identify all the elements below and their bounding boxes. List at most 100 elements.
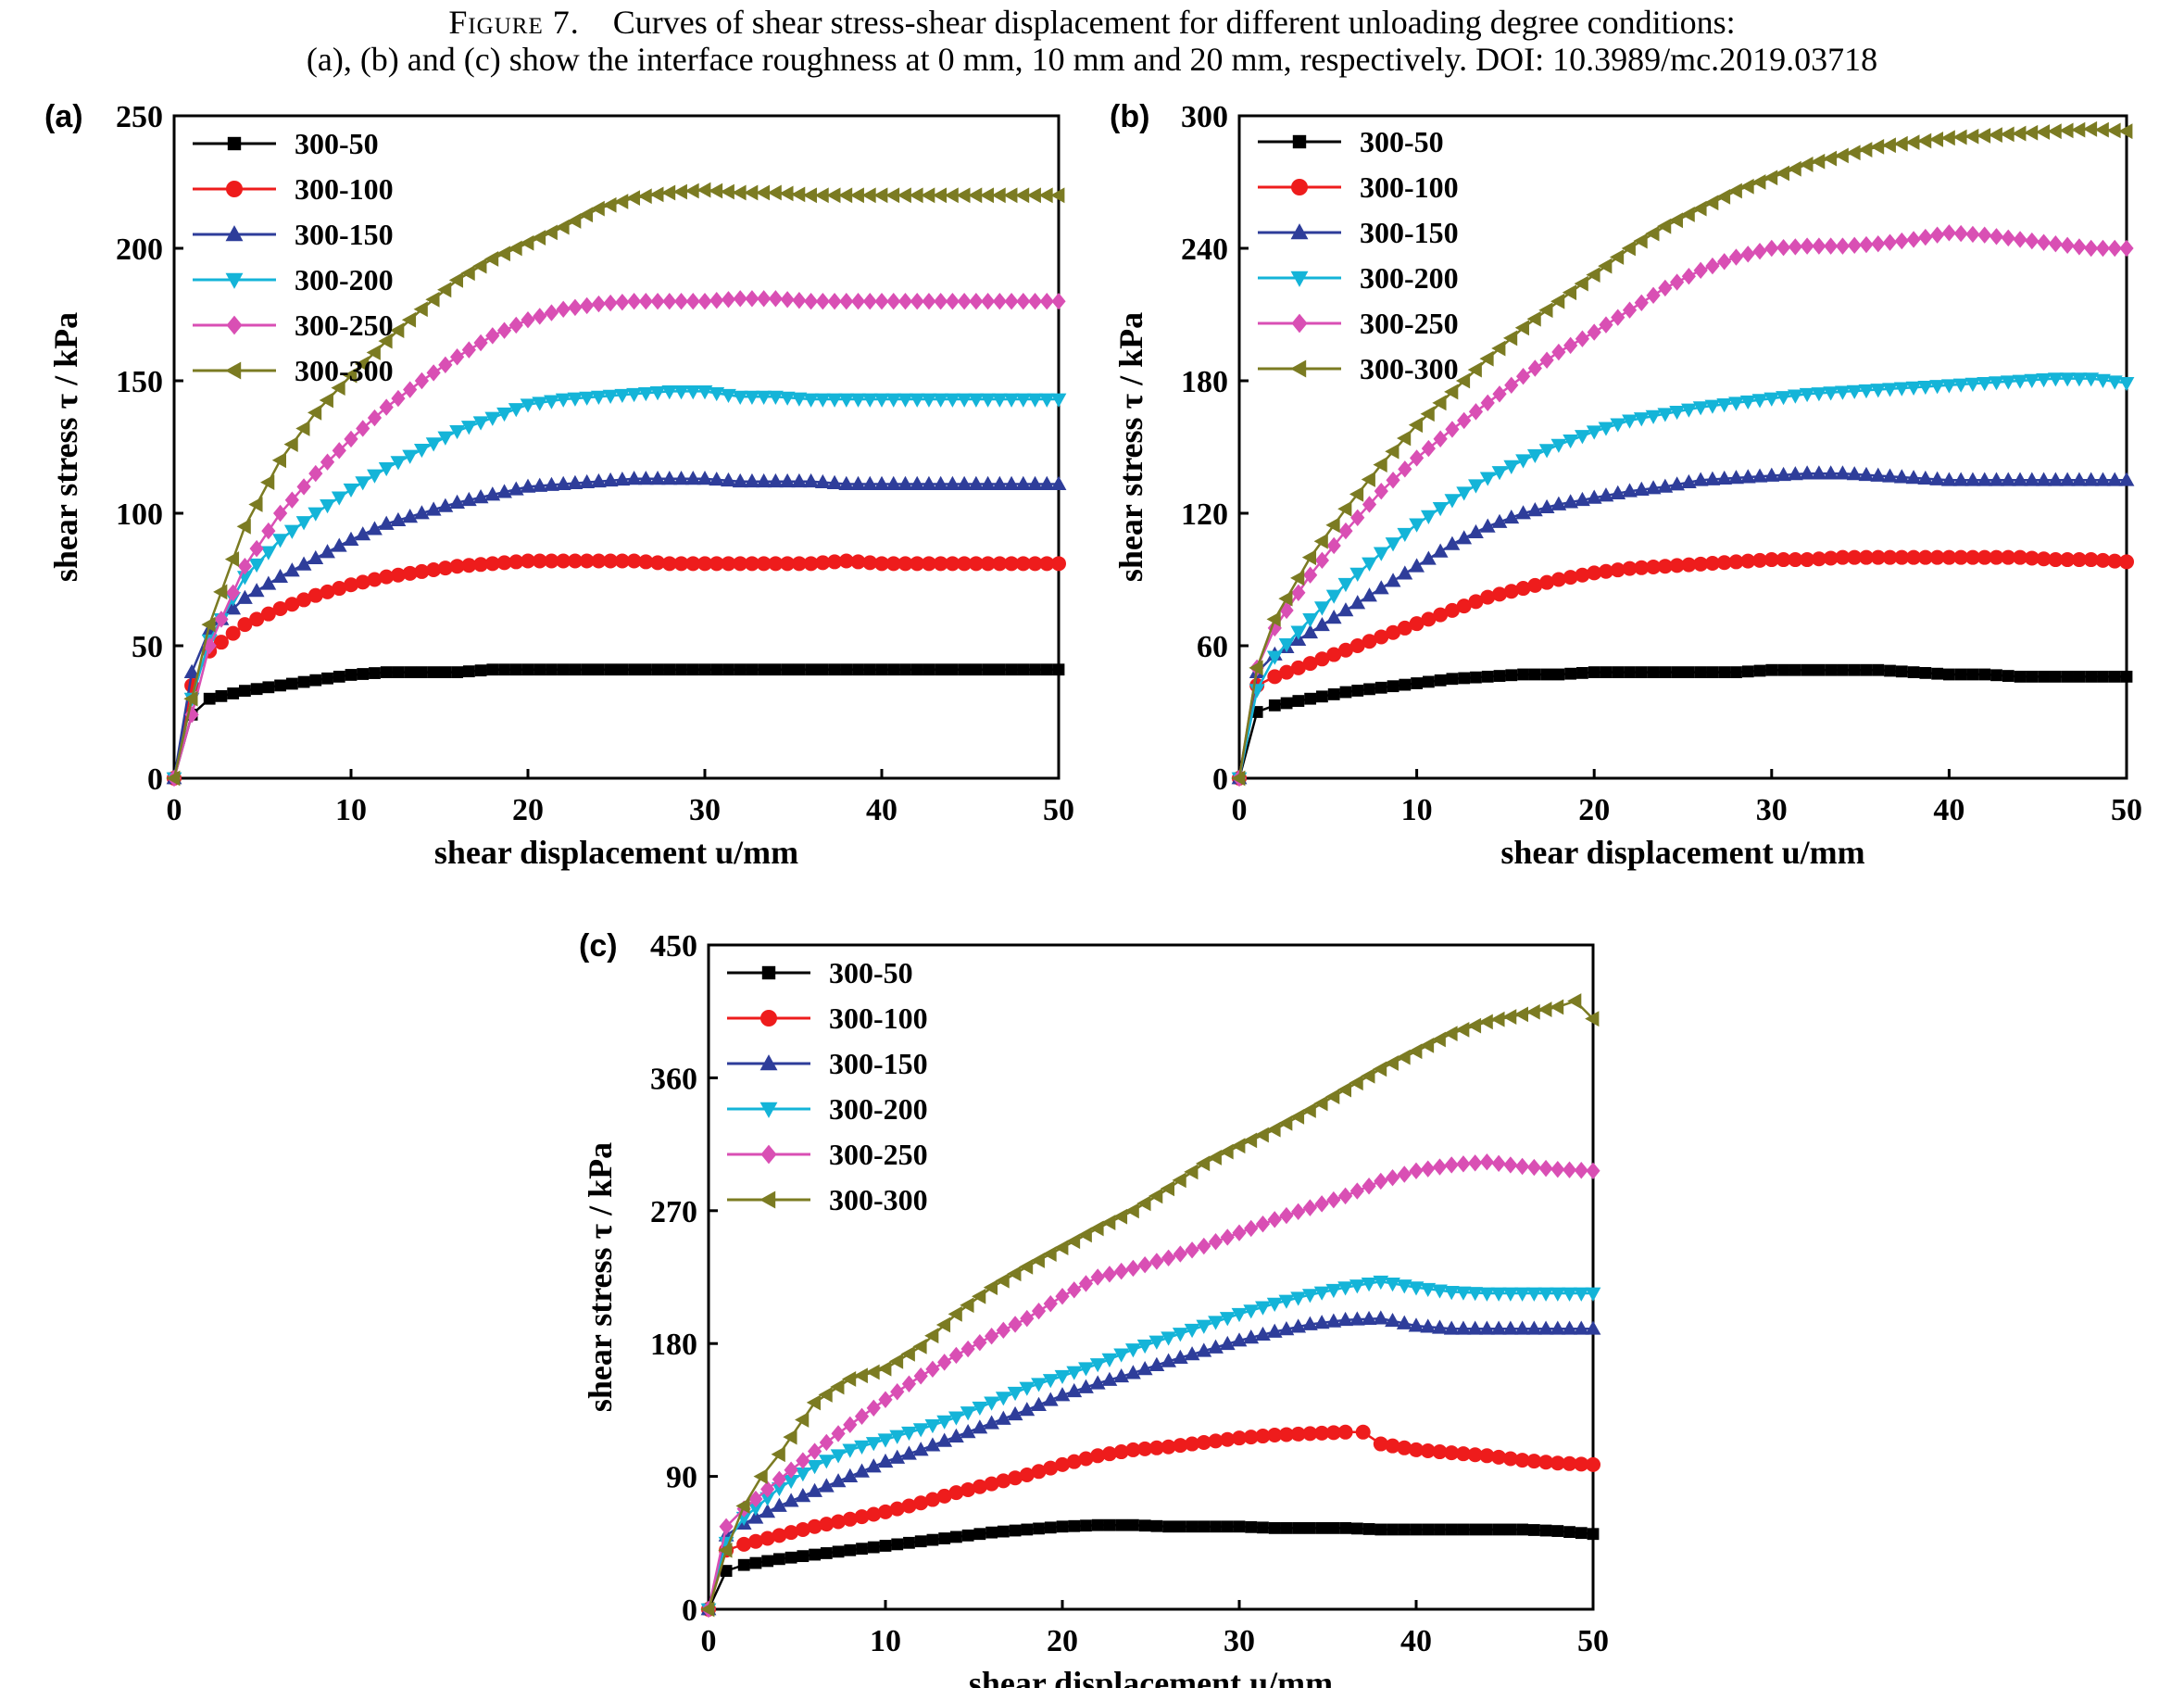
- data-point: [426, 562, 442, 578]
- data-point: [768, 390, 784, 405]
- panel-label: (c): [579, 928, 618, 964]
- data-point: [1148, 1440, 1164, 1455]
- data-point: [818, 1387, 833, 1403]
- data-point: [1257, 1521, 1269, 1534]
- data-point: [1930, 226, 1945, 244]
- data-point: [1739, 178, 1754, 195]
- data-point: [1490, 1320, 1507, 1335]
- data-point: [807, 1482, 822, 1497]
- data-point: [1502, 1009, 1517, 1025]
- data-point: [960, 1406, 976, 1421]
- data-point: [1884, 664, 1896, 677]
- data-point: [863, 663, 876, 676]
- data-point: [237, 617, 253, 633]
- data-point: [759, 1492, 776, 1506]
- data-point: [1033, 1522, 1045, 1535]
- data-point: [508, 481, 524, 496]
- data-point: [520, 478, 536, 493]
- data-point: [555, 475, 571, 490]
- data-point: [2097, 670, 2109, 683]
- data-point: [826, 187, 841, 204]
- data-point: [925, 1360, 940, 1379]
- data-point: [1764, 467, 1780, 482]
- data-point: [1150, 1519, 1163, 1532]
- data-point: [1824, 237, 1839, 255]
- data-point: [948, 1428, 964, 1442]
- data-point: [1361, 1278, 1377, 1292]
- data-point: [2014, 670, 2027, 683]
- data-point: [1538, 1287, 1554, 1302]
- data-point: [2108, 670, 2121, 683]
- data-point: [1444, 602, 1460, 618]
- data-point: [344, 577, 358, 593]
- data-point: [1811, 387, 1827, 402]
- data-point: [1302, 613, 1319, 628]
- data-point: [226, 584, 241, 601]
- data-point: [1268, 1521, 1281, 1534]
- data-point: [1622, 414, 1638, 429]
- data-point: [1739, 469, 1756, 484]
- data-point: [815, 293, 830, 310]
- legend-entry: 300-200: [1360, 261, 1459, 295]
- data-point: [984, 1476, 999, 1492]
- data-point: [1657, 218, 1672, 234]
- data-point: [1349, 567, 1366, 582]
- data-point: [1278, 1294, 1295, 1309]
- legend-entry: 300-50: [1360, 125, 1444, 158]
- data-point: [921, 556, 936, 572]
- data-point: [1030, 1253, 1045, 1268]
- data-point: [1965, 225, 1980, 244]
- data-point: [749, 1556, 762, 1569]
- data-point: [909, 187, 923, 204]
- data-point: [874, 293, 889, 310]
- data-point: [1361, 472, 1375, 487]
- data-point: [901, 1498, 917, 1514]
- data-point: [579, 473, 596, 489]
- data-point: [356, 420, 370, 437]
- data-point: [1080, 1519, 1092, 1532]
- data-point: [1953, 549, 1969, 565]
- data-point: [521, 663, 534, 676]
- data-point: [1835, 237, 1851, 255]
- data-point: [1302, 1426, 1318, 1442]
- data-point: [877, 1360, 892, 1377]
- data-point: [1408, 1317, 1425, 1332]
- legend-entry: 300-50: [829, 956, 913, 989]
- data-point: [604, 663, 617, 676]
- data-point: [1740, 246, 1755, 263]
- data-point: [2013, 549, 2028, 565]
- data-point: [1575, 330, 1590, 347]
- data-point: [2083, 552, 2099, 568]
- data-point: [921, 475, 937, 490]
- data-point: [910, 556, 925, 572]
- data-point: [626, 387, 642, 403]
- chart-panel-b: (b) 0 60 120 180 240 300 0 10 20 30 40 50 shear displ…: [1110, 99, 2142, 871]
- data-point: [460, 265, 475, 282]
- data-point: [1989, 549, 2004, 565]
- data-point: [1894, 232, 1909, 250]
- data-point: [1467, 361, 1482, 378]
- data-point: [732, 184, 747, 201]
- legend-marker: [1292, 134, 1307, 149]
- data-point: [1704, 195, 1719, 211]
- data-point: [1940, 130, 1955, 146]
- data-point: [1575, 430, 1590, 445]
- data-point: [2059, 122, 2074, 139]
- data-point: [1003, 475, 1020, 490]
- data-point: [1502, 1451, 1518, 1467]
- data-point: [885, 475, 902, 490]
- data-point: [842, 1511, 858, 1527]
- data-point: [2085, 670, 2098, 683]
- data-point: [1633, 233, 1648, 249]
- data-point: [1539, 351, 1554, 369]
- data-point: [1504, 376, 1519, 394]
- data-point: [1089, 1358, 1106, 1373]
- data-point: [1420, 510, 1437, 524]
- data-point: [1633, 481, 1650, 496]
- data-point: [2036, 551, 2052, 567]
- data-point: [1706, 666, 1719, 678]
- data-point: [1219, 1312, 1236, 1327]
- data-point: [838, 475, 855, 490]
- data-point: [591, 390, 607, 405]
- data-point: [1197, 1237, 1211, 1255]
